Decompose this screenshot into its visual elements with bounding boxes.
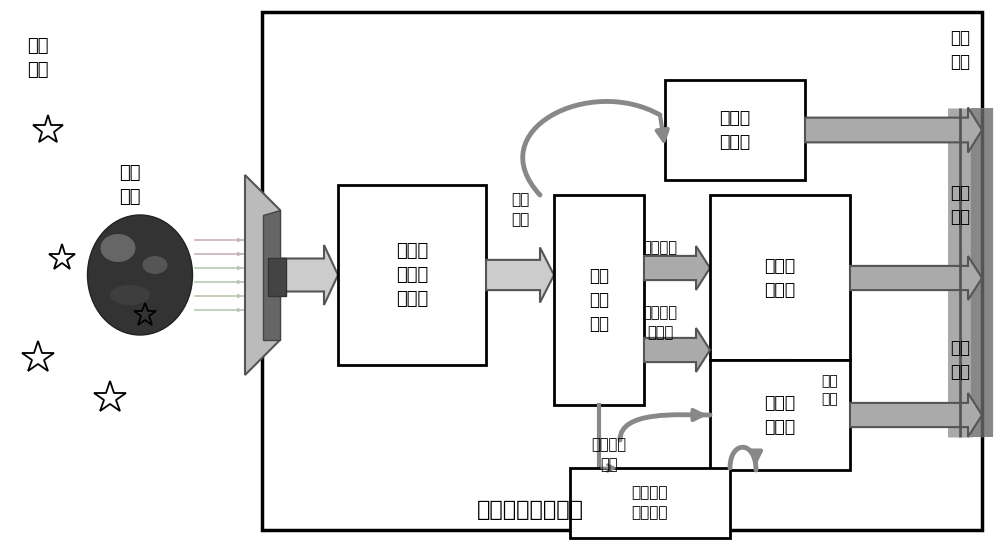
Text: 原始
图像: 原始 图像 xyxy=(511,193,529,228)
Ellipse shape xyxy=(88,215,192,335)
Ellipse shape xyxy=(143,256,168,274)
PathPatch shape xyxy=(644,246,710,290)
Polygon shape xyxy=(263,210,280,340)
Text: 图像
处理
模块: 图像 处理 模块 xyxy=(589,267,609,333)
Text: 自主导
航模块: 自主导 航模块 xyxy=(764,394,796,436)
Bar xyxy=(710,360,850,470)
Bar xyxy=(338,185,486,365)
PathPatch shape xyxy=(850,393,982,437)
Text: 高动态
范围曝
光模块: 高动态 范围曝 光模块 xyxy=(396,242,428,307)
Text: 姿态解
算模块: 姿态解 算模块 xyxy=(764,257,796,299)
Bar xyxy=(570,468,730,538)
PathPatch shape xyxy=(805,108,982,152)
PathPatch shape xyxy=(644,328,710,372)
Text: 姿态
数据: 姿态 数据 xyxy=(822,374,838,406)
Bar xyxy=(665,80,805,180)
Text: 天体目标
星历信息: 天体目标 星历信息 xyxy=(632,485,668,521)
PathPatch shape xyxy=(850,256,982,300)
Text: 目标
天体: 目标 天体 xyxy=(119,164,141,206)
Bar xyxy=(268,258,286,296)
Bar xyxy=(710,195,850,360)
PathPatch shape xyxy=(762,360,798,420)
Text: 飞船
位置: 飞船 位置 xyxy=(950,339,970,381)
Ellipse shape xyxy=(100,234,136,262)
Text: 星点质心: 星点质心 xyxy=(642,240,678,256)
PathPatch shape xyxy=(486,248,554,302)
Text: 飞船
姿态: 飞船 姿态 xyxy=(950,184,970,226)
Bar xyxy=(554,195,644,405)
Text: 图像压
缩模块: 图像压 缩模块 xyxy=(719,109,751,151)
Text: 背景
恒星: 背景 恒星 xyxy=(27,37,49,79)
PathPatch shape xyxy=(280,245,338,305)
Text: 图像
输出: 图像 输出 xyxy=(950,29,970,71)
Bar xyxy=(262,12,982,530)
Polygon shape xyxy=(245,175,280,375)
Text: 天体目标
位置: 天体目标 位置 xyxy=(592,437,626,473)
Text: 多功能光学敏感器: 多功能光学敏感器 xyxy=(477,500,584,520)
Text: 天体质心
视半径: 天体质心 视半径 xyxy=(642,306,678,340)
Ellipse shape xyxy=(110,285,150,305)
